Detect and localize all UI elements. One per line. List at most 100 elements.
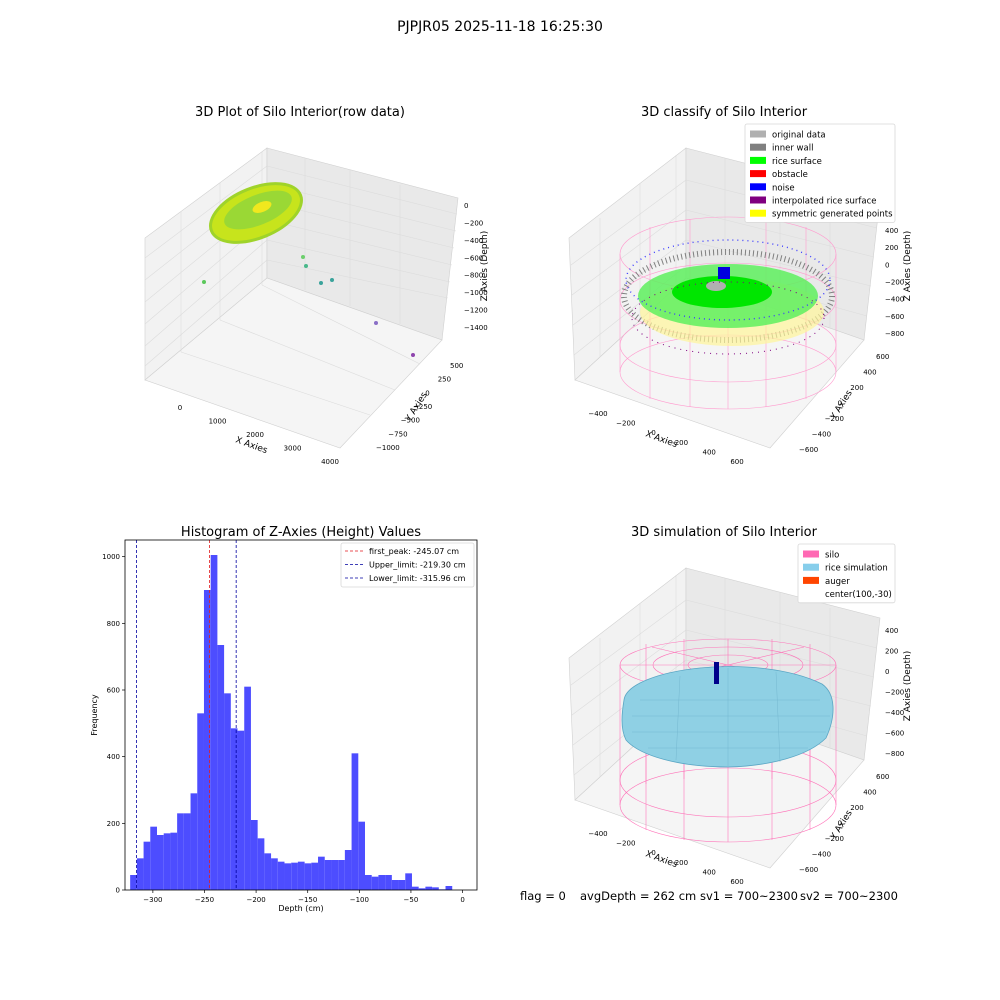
hist-bar [277, 861, 285, 890]
hist-bar [203, 590, 211, 890]
hist-bar [358, 821, 365, 890]
raw-x-tick-label: 0 [178, 404, 182, 412]
hist-x-tick-label: −300 [143, 896, 162, 904]
sim-legend-label: rice simulation [825, 564, 888, 574]
hist-x-tick-label: −50 [404, 896, 419, 904]
hist-vlines [135, 540, 237, 890]
hist-bar [291, 862, 298, 890]
hist-y-tick-label: 400 [107, 753, 120, 761]
classify-x-tick-label: 200 [675, 439, 688, 447]
sim-legend-swatch [803, 576, 819, 584]
sim-x-tick-label: 0 [651, 849, 655, 857]
hist-bar [197, 713, 204, 890]
raw-zlabel: Z Axies (Depth) [480, 231, 490, 302]
raw-x-tick-label: 3000 [284, 445, 302, 453]
hist-bar [157, 835, 164, 890]
hist-bar [237, 730, 245, 890]
hist-xlabel: Depth (cm) [278, 904, 323, 913]
classify-zlabel: Z Axies (Depth) [903, 231, 913, 302]
classify-y-tick-label: 400 [863, 369, 876, 377]
hist-bar [170, 832, 178, 890]
hist-bar [244, 686, 251, 890]
classify-x-tick-label: 600 [730, 458, 743, 466]
hist-bar [391, 880, 399, 890]
sim-x-ticks: −400 −200 0 200 400 600 [588, 830, 743, 886]
classify-y-tick-label: −600 [799, 446, 818, 454]
classify-y-tick-label: 0 [838, 400, 842, 408]
hist-bar [398, 880, 406, 890]
raw-x-tick-label: 4000 [321, 458, 339, 466]
sim-legend-swatch [803, 550, 819, 558]
hist-y-ticks: 0 200 400 600 800 1000 [102, 553, 125, 895]
sim-xlabel: X Axies [644, 849, 679, 870]
hist-bar [257, 838, 265, 890]
classify-y-tick-label: −400 [812, 431, 831, 439]
hist-bar [210, 555, 218, 890]
hist-legend-label: Lower_limit: -315.96 cm [369, 574, 466, 583]
classify-legend-swatch [750, 143, 766, 151]
hist-bar [425, 886, 433, 890]
sim-legend-label: silo [825, 551, 839, 561]
classify-z-tick-label: −600 [885, 313, 904, 321]
hist-legend-label: Upper_limit: -219.30 cm [369, 561, 466, 570]
raw-y-tick-label: 250 [438, 376, 451, 384]
hist-x-tick-label: 0 [460, 896, 464, 904]
sim-legend-frame [797, 543, 896, 604]
panel-classify-title: 3D classify of Silo Interior [641, 105, 808, 120]
hist-legend: first_peak: -245.07 cm Upper_limit: -219.… [340, 542, 475, 588]
sim-x-tick-label: 200 [675, 859, 688, 867]
sim-y-tick-label: −200 [825, 835, 844, 843]
hist-y-tick-label: 200 [107, 820, 120, 828]
classify-x-tick-label: 400 [703, 448, 716, 456]
sim-x-tick-label: 400 [703, 868, 716, 876]
classify-original-data [706, 281, 726, 291]
hist-bar [338, 860, 345, 890]
hist-bar [432, 887, 439, 890]
hist-y-tick-label: 800 [107, 620, 120, 628]
classify-legend-swatch [750, 209, 766, 217]
raw-y-tick-label: −250 [413, 403, 432, 411]
classify-z-tick-label: 400 [885, 227, 898, 235]
sim-legend: silo rice simulation auger center(100,-30) [797, 543, 896, 604]
hist-bar [445, 886, 453, 890]
hist-bar [230, 728, 238, 890]
classify-legend-swatch [750, 170, 766, 178]
classify-legend-swatch [750, 196, 766, 204]
classify-z-tick-label: −400 [885, 296, 904, 304]
raw-z-tick-label: −1400 [464, 324, 488, 332]
hist-bar [271, 858, 278, 890]
raw-rice-surface-highlight [252, 201, 272, 213]
raw-z-tick-label: −1000 [464, 289, 488, 297]
raw-x-tick-label: 1000 [209, 418, 227, 426]
raw-y-tick-label: 500 [450, 362, 463, 370]
classify-y-tick-label: 600 [876, 353, 889, 361]
hist-bar [318, 856, 325, 890]
classify-legend-swatch [750, 130, 766, 138]
hist-x-tick-label: −150 [298, 896, 317, 904]
hist-bar [418, 888, 426, 890]
sim-y-tick-label: 600 [876, 773, 889, 781]
status-sv2: sv2 = 700~2300 [800, 889, 898, 903]
classify-legend-frame [744, 123, 896, 223]
sim-y-tick-label: 0 [838, 820, 842, 828]
classify-x-ticks: −400 −200 0 200 400 600 [588, 410, 743, 466]
classify-legend-label: obstacle [772, 170, 808, 180]
classify-x-tick-label: 0 [651, 429, 655, 437]
hist-plot-frame [124, 539, 478, 891]
classify-legend-label: symmetric generated points [772, 210, 893, 220]
sim-rice-surface [621, 666, 834, 768]
sim-z-tick-label: −200 [885, 689, 904, 697]
classify-legend-label: interpolated rice surface [772, 197, 877, 207]
raw-z-tick-label: −600 [464, 254, 483, 262]
hist-legend-frame [340, 542, 475, 588]
status-avg-depth: avgDepth = 262 cm [580, 889, 696, 903]
hist-bar [378, 875, 386, 890]
classify-legend: original data inner wall rice surface obsta… [744, 123, 896, 223]
hist-bar [217, 645, 225, 890]
hist-bar [264, 853, 272, 890]
sim-z-tick-label: 200 [885, 648, 898, 656]
classify-legend-label: rice surface [772, 157, 822, 167]
sim-y-tick-label: 400 [863, 789, 876, 797]
